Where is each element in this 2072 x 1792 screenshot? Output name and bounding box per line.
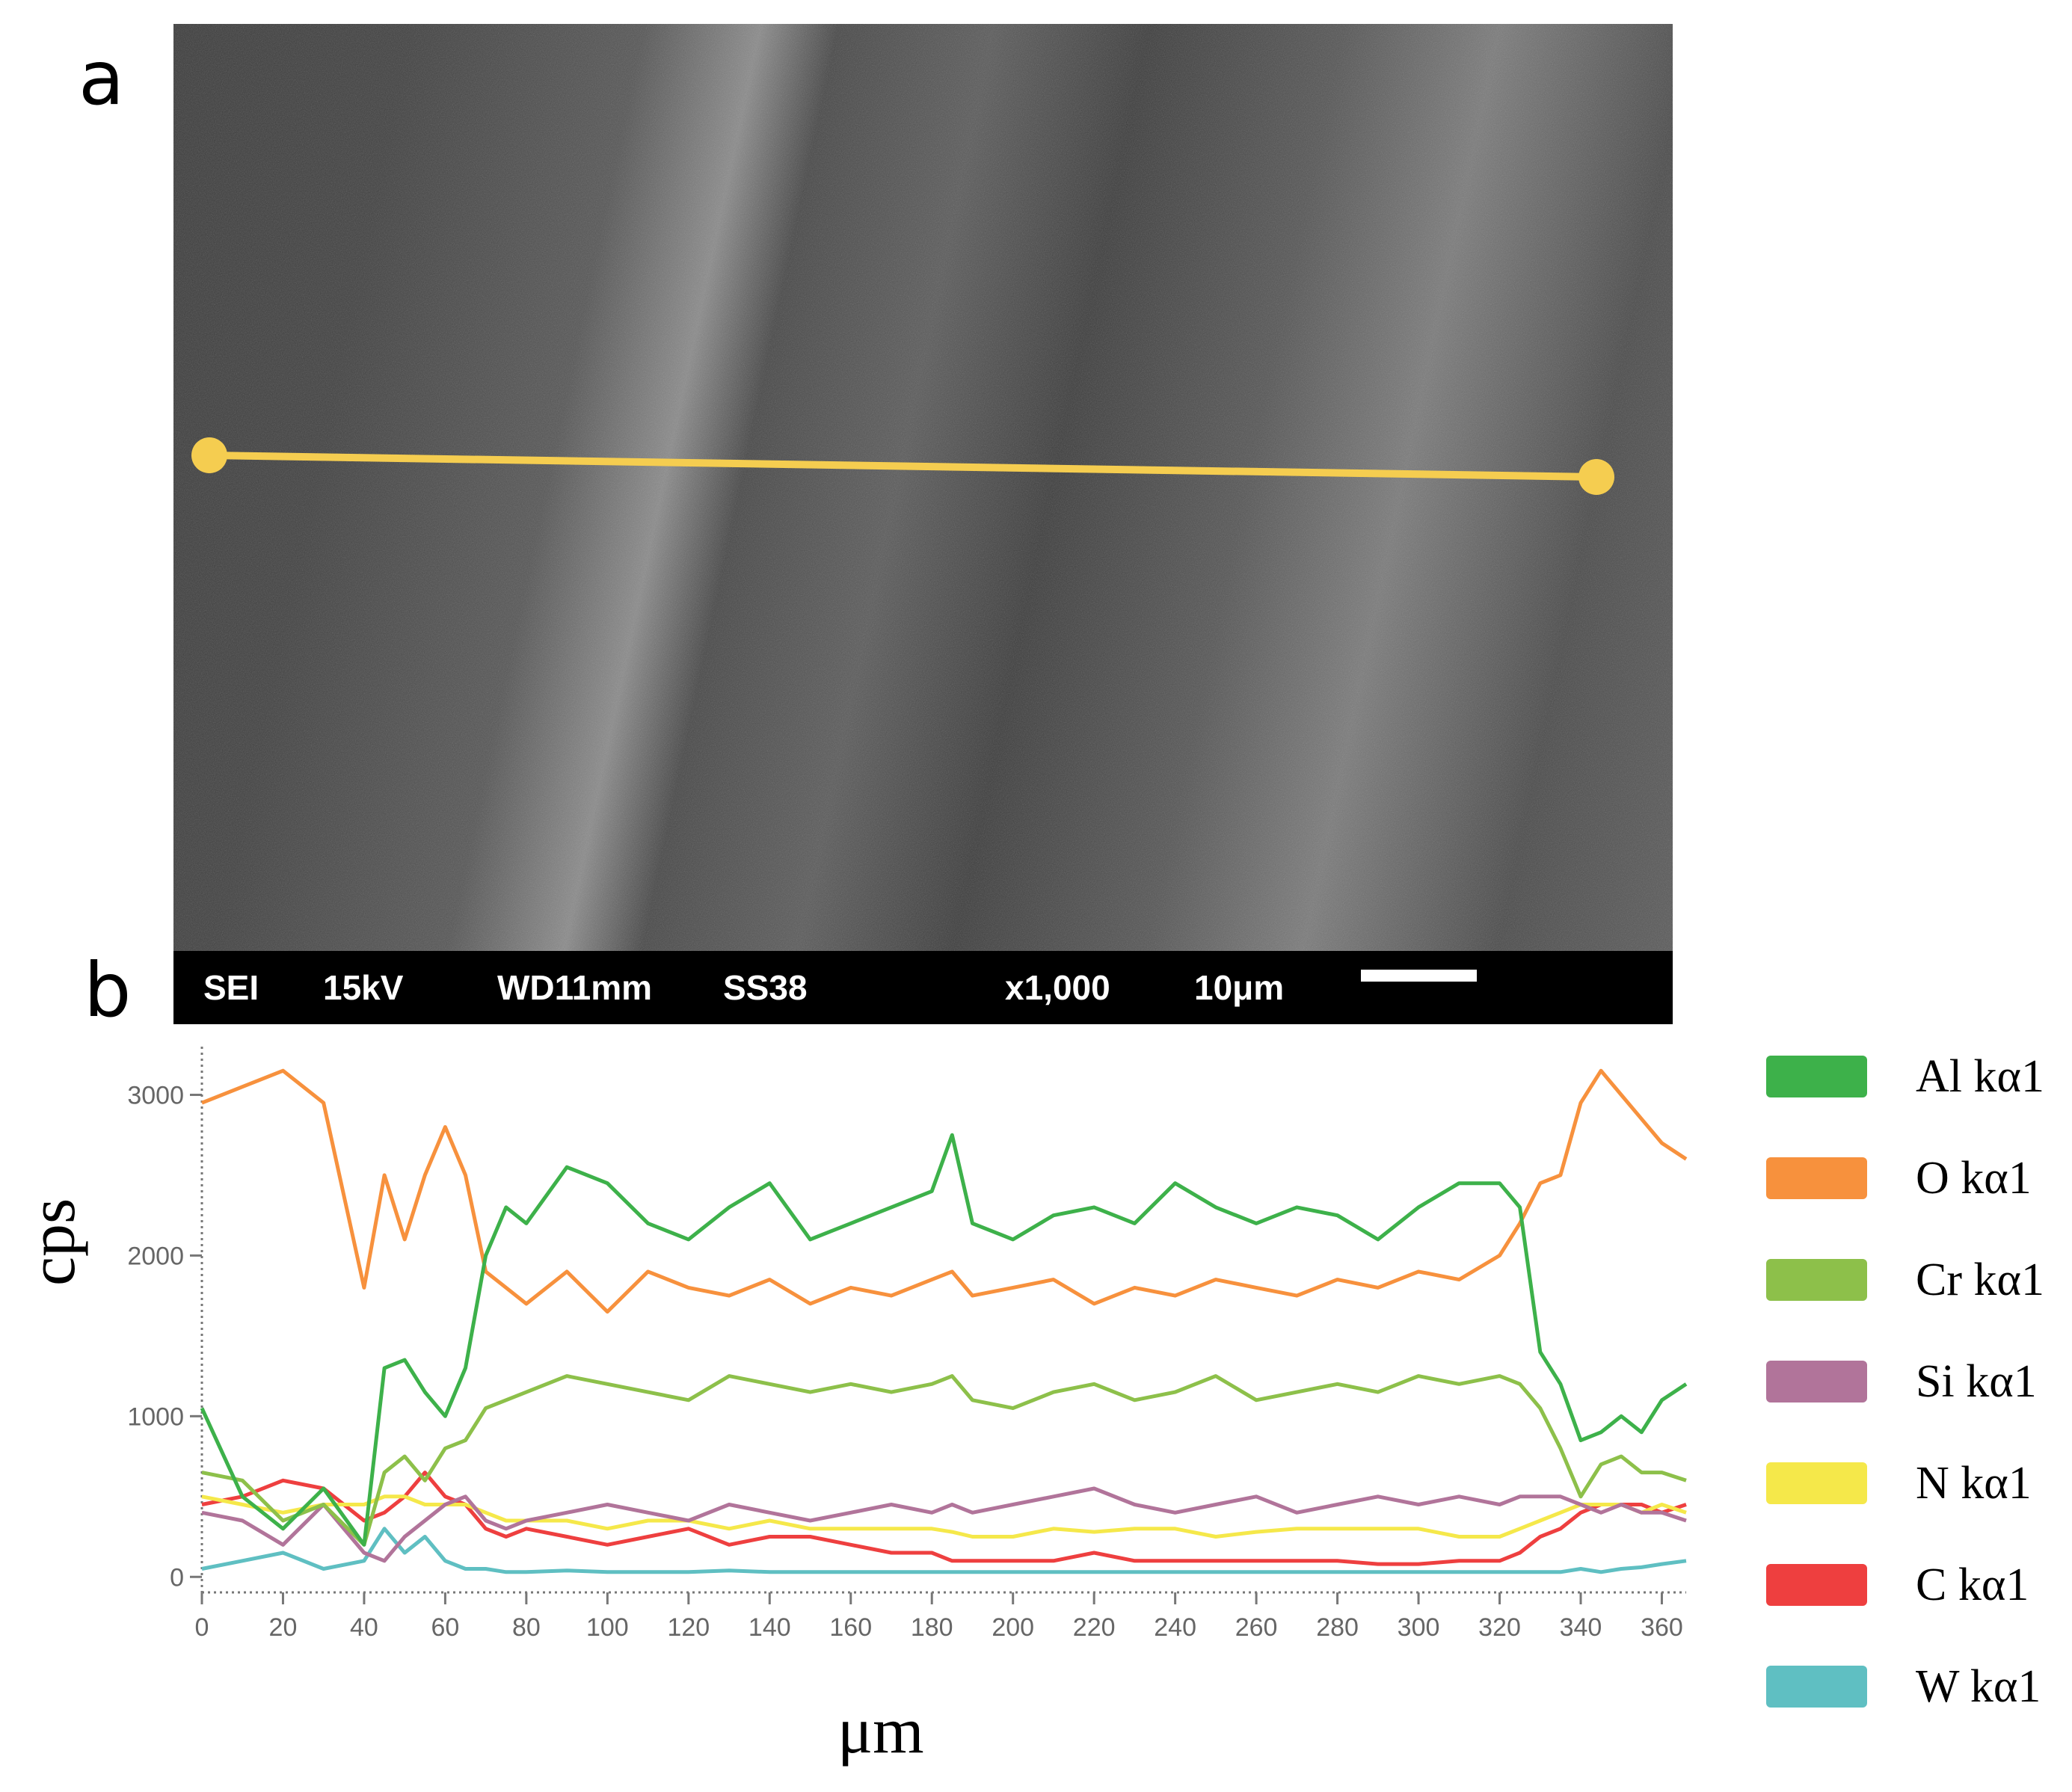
sem-image-svg <box>173 24 1673 951</box>
linescan-chart: 0 1000 2000 3000 0 20 40 60 80 100 120 140 160 180 200… <box>127 1047 1688 1642</box>
sem-voltage: 15kV <box>323 968 404 1007</box>
y-tick-label: 0 <box>170 1563 184 1592</box>
sem-info-bar: SEI 15kV WD11mm SS38 x1,000 10μm <box>173 951 1673 1024</box>
series-line-n <box>201 1494 1687 1539</box>
legend-label: N kα1 <box>1916 1458 2032 1509</box>
legend-item-o: O kα1 <box>1766 1148 2065 1208</box>
sem-mode: SEI <box>203 968 259 1007</box>
sem-spot-size: SS38 <box>723 968 808 1007</box>
x-tick-label: 80 <box>512 1613 541 1642</box>
legend-swatch <box>1766 1564 1867 1606</box>
series-line-w <box>201 1527 1687 1574</box>
sem-micrograph <box>173 24 1673 951</box>
x-tick-label: 300 <box>1398 1613 1440 1642</box>
x-tick-label: 100 <box>586 1613 629 1642</box>
series-line-al <box>200 1133 1688 1547</box>
series-line-si <box>201 1486 1687 1563</box>
x-tick-label: 140 <box>748 1613 791 1642</box>
x-tick-label: 60 <box>431 1613 459 1642</box>
y-axis-title: cps <box>16 1198 89 1286</box>
legend-label: O kα1 <box>1916 1153 2032 1204</box>
sem-scale-bar <box>1361 970 1477 982</box>
legend-label: Si kα1 <box>1916 1356 2037 1407</box>
series-line-cr <box>201 1374 1687 1547</box>
x-tick-label: 180 <box>911 1613 953 1642</box>
x-tick-label: 260 <box>1235 1613 1278 1642</box>
scan-line-end-marker <box>1578 459 1614 495</box>
x-tick-label: 40 <box>350 1613 378 1642</box>
legend-swatch <box>1766 1157 1867 1199</box>
x-tick-label: 280 <box>1316 1613 1359 1642</box>
legend-swatch <box>1766 1666 1867 1708</box>
legend-label: W kα1 <box>1916 1661 2041 1712</box>
panel-label-b: b <box>84 946 132 1034</box>
x-tick-label: 360 <box>1641 1613 1683 1642</box>
x-axis-title: μm <box>837 1695 924 1767</box>
legend-item-si: Si kα1 <box>1766 1352 2065 1411</box>
y-tick-label: 1000 <box>127 1402 184 1431</box>
series-line-o <box>201 1068 1688 1314</box>
x-tick-label: 120 <box>667 1613 710 1642</box>
x-tick-label: 20 <box>269 1613 298 1642</box>
y-tick-label: 3000 <box>127 1081 184 1109</box>
series-line-c <box>201 1471 1687 1566</box>
sem-working-distance: WD11mm <box>497 968 653 1007</box>
legend-swatch <box>1766 1056 1867 1097</box>
x-tick-label: 200 <box>992 1613 1034 1642</box>
legend-swatch <box>1766 1462 1867 1504</box>
legend-swatch <box>1766 1361 1867 1402</box>
x-tick-label: 220 <box>1073 1613 1116 1642</box>
legend-item-c: C kα1 <box>1766 1555 2065 1615</box>
sem-scale-label: 10μm <box>1194 968 1285 1007</box>
scan-line-start-marker <box>191 437 227 473</box>
sem-magnification: x1,000 <box>1005 968 1110 1007</box>
x-tick-label: 160 <box>829 1613 872 1642</box>
plot-area: 0 1000 2000 3000 0 20 40 60 80 100 120 140 160 180 200… <box>127 1047 1688 1642</box>
legend-item-al: Al kα1 <box>1766 1047 2065 1106</box>
x-tick-label: 320 <box>1478 1613 1521 1642</box>
legend-label: C kα1 <box>1916 1559 2029 1610</box>
legend-swatch <box>1766 1259 1867 1301</box>
panel-label-a: a <box>79 34 125 122</box>
scan-line <box>209 452 1597 481</box>
legend-item-w: W kα1 <box>1766 1657 2065 1716</box>
legend-label: Cr kα1 <box>1916 1254 2044 1305</box>
y-tick-label: 2000 <box>127 1242 184 1270</box>
legend-item-cr: Cr kα1 <box>1766 1250 2065 1310</box>
x-tick-label: 340 <box>1560 1613 1602 1642</box>
x-tick-label: 240 <box>1154 1613 1196 1642</box>
legend-label: Al kα1 <box>1916 1051 2044 1102</box>
legend-item-n: N kα1 <box>1766 1453 2065 1513</box>
x-tick-label: 0 <box>195 1613 209 1642</box>
